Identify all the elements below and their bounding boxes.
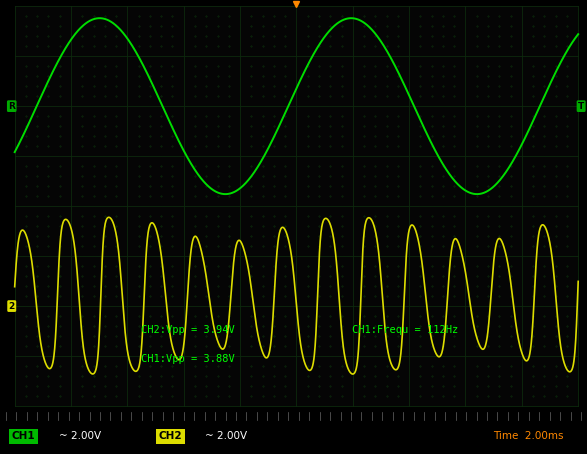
Text: CH1:Frequ = 112Hz: CH1:Frequ = 112Hz xyxy=(352,325,458,335)
Text: T: T xyxy=(578,102,584,111)
Text: CH2:Vpp = 3.94V: CH2:Vpp = 3.94V xyxy=(141,325,235,335)
Text: ~ 2.00V: ~ 2.00V xyxy=(205,431,248,441)
Text: R: R xyxy=(8,102,15,111)
Text: Time  2.00ms: Time 2.00ms xyxy=(493,431,564,441)
Text: ~ 2.00V: ~ 2.00V xyxy=(59,431,101,441)
Text: 2: 2 xyxy=(9,301,15,311)
Text: CH2: CH2 xyxy=(158,431,182,441)
Text: CH1: CH1 xyxy=(12,431,35,441)
Text: CH1:Vpp = 3.88V: CH1:Vpp = 3.88V xyxy=(141,354,235,364)
